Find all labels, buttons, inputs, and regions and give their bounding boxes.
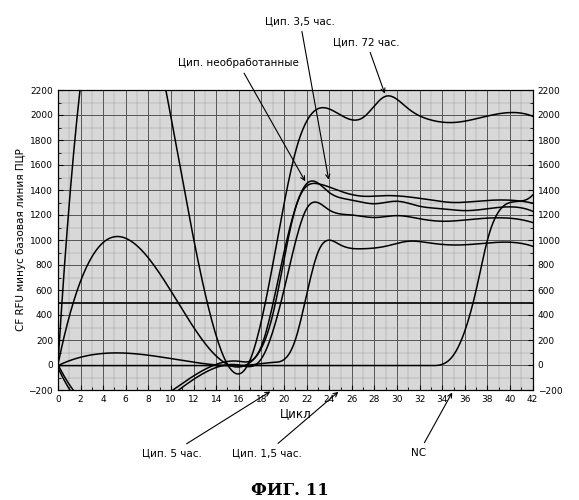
Text: Цип. 5 час.: Цип. 5 час.	[142, 392, 269, 458]
Text: Цип. 72 час.: Цип. 72 час.	[334, 37, 400, 92]
Text: ФИГ. 11: ФИГ. 11	[251, 482, 328, 499]
X-axis label: Цикл: Цикл	[280, 406, 311, 420]
Y-axis label: CF RFU минус базовая линия ПЦР: CF RFU минус базовая линия ПЦР	[16, 148, 25, 332]
Text: NC: NC	[411, 394, 452, 458]
Text: Цип. 3,5 час.: Цип. 3,5 час.	[265, 16, 335, 178]
Text: Цип. 1,5 час.: Цип. 1,5 час.	[232, 392, 338, 458]
Text: Цип. необработанные: Цип. необработанные	[178, 58, 305, 180]
